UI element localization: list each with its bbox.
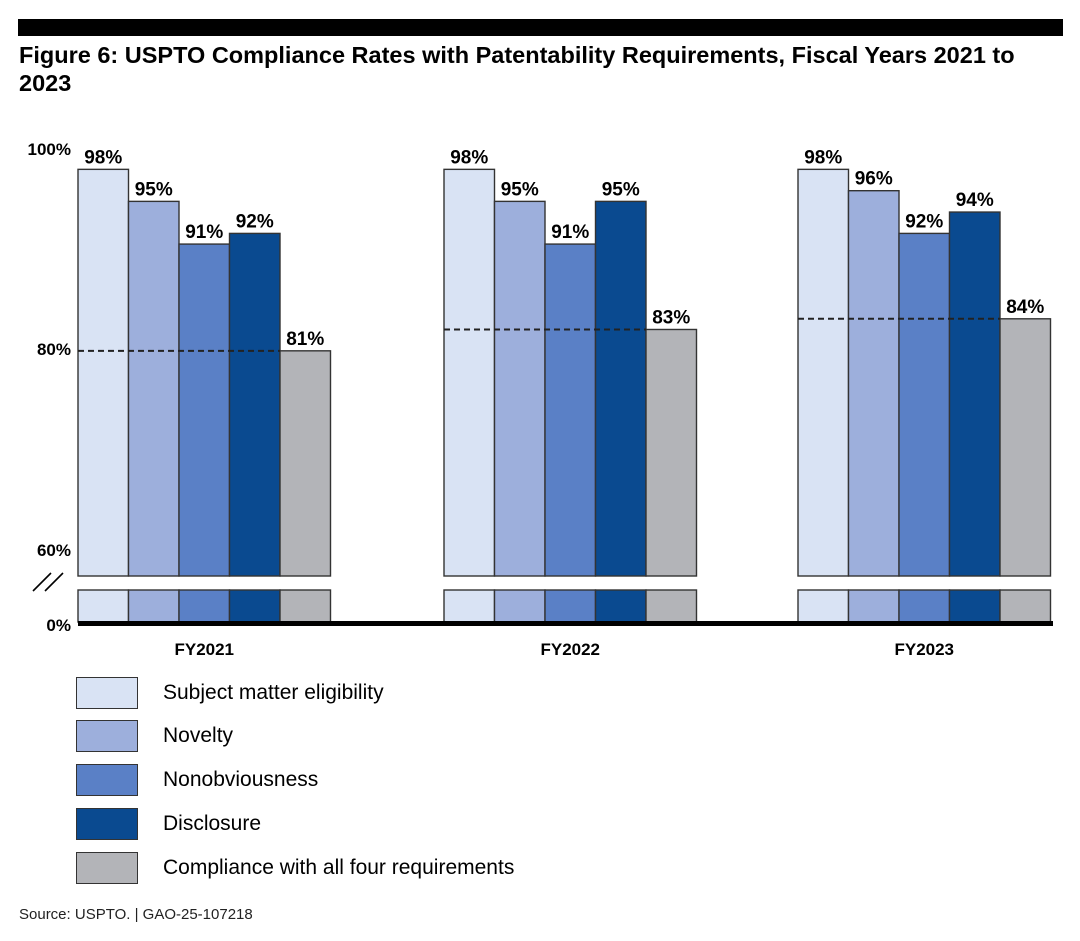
bar-base-segment [544, 589, 597, 623]
legend-swatch [76, 808, 138, 840]
data-label: 98% [804, 147, 842, 168]
legend-label: Nonobviousness [163, 768, 319, 791]
legend-item: Disclosure [76, 808, 676, 848]
data-label: 91% [551, 222, 589, 243]
legend-label: Novelty [163, 724, 234, 747]
y-tick-label: 100% [28, 140, 71, 159]
data-label: 92% [236, 211, 274, 232]
bar-base-segment [77, 589, 130, 623]
bar-base-segment [898, 589, 951, 623]
bar [999, 318, 1052, 577]
bar-base-segment [797, 589, 850, 623]
bar-base-segment [443, 589, 496, 623]
source-note: Source: USPTO. | GAO-25-107218 [19, 906, 253, 923]
bar [279, 350, 332, 577]
bar [443, 168, 496, 577]
x-axis-baseline [78, 621, 1053, 626]
bar [948, 211, 1001, 577]
bar-base-segment [279, 589, 332, 623]
legend-label: Compliance with all four requirements [163, 856, 515, 879]
x-category-label: FY2022 [540, 640, 600, 659]
legend-label: Subject matter eligibility [163, 681, 384, 704]
bar [797, 168, 850, 577]
y-tick-label: 60% [37, 541, 71, 560]
bar-chart: 100% 80% 60% 0% 98% 95% 91% 92% 81% FY2021 98% 95% 9… [28, 140, 1053, 659]
bar-base-segment [228, 589, 281, 623]
legend-label: Disclosure [163, 812, 262, 835]
bar-base-segment [493, 589, 546, 623]
axis-break-mark [44, 572, 64, 592]
data-label: 98% [84, 147, 122, 168]
legend-item: Compliance with all four requirements [76, 852, 676, 892]
bar-base-segment [127, 589, 180, 623]
bar [594, 200, 647, 577]
bar [645, 328, 698, 577]
data-label: 98% [450, 147, 488, 168]
bar [544, 243, 597, 577]
x-category-label: FY2023 [894, 640, 954, 659]
bar-base-segment [999, 589, 1052, 623]
data-label: 96% [855, 169, 893, 190]
y-tick-label: 0% [46, 616, 71, 635]
axis-break-mark [32, 572, 52, 592]
data-label: 95% [135, 179, 173, 200]
data-label: 83% [652, 307, 690, 328]
bar-base-segment [645, 589, 698, 623]
data-label: 91% [185, 222, 223, 243]
legend-item: Nonobviousness [76, 764, 676, 804]
data-label: 95% [501, 179, 539, 200]
bar-base-segment [178, 589, 231, 623]
bar [178, 243, 231, 577]
bar [127, 200, 180, 577]
figure-title: Figure 6: USPTO Compliance Rates with Pa… [19, 42, 1015, 96]
bar-base-segment [594, 589, 647, 623]
x-category-label: FY2021 [174, 640, 234, 659]
bar [493, 200, 546, 577]
data-label: 84% [1006, 297, 1044, 318]
legend-swatch [76, 852, 138, 884]
legend-swatch [76, 677, 138, 709]
legend-item: Novelty [76, 720, 676, 760]
title-bar [18, 19, 1063, 36]
data-label: 94% [956, 190, 994, 211]
bar-base-segment [948, 589, 1001, 623]
legend-item: Subject matter eligibility [76, 677, 676, 717]
bar [228, 232, 281, 577]
data-label: 92% [905, 211, 943, 232]
legend-swatch [76, 764, 138, 796]
bar [77, 168, 130, 577]
data-label: 81% [286, 329, 324, 350]
data-label: 95% [602, 179, 640, 200]
bar [847, 189, 900, 577]
y-tick-label: 80% [37, 340, 71, 359]
bar-base-segment [847, 589, 900, 623]
bar [898, 232, 951, 577]
legend-swatch [76, 720, 138, 752]
